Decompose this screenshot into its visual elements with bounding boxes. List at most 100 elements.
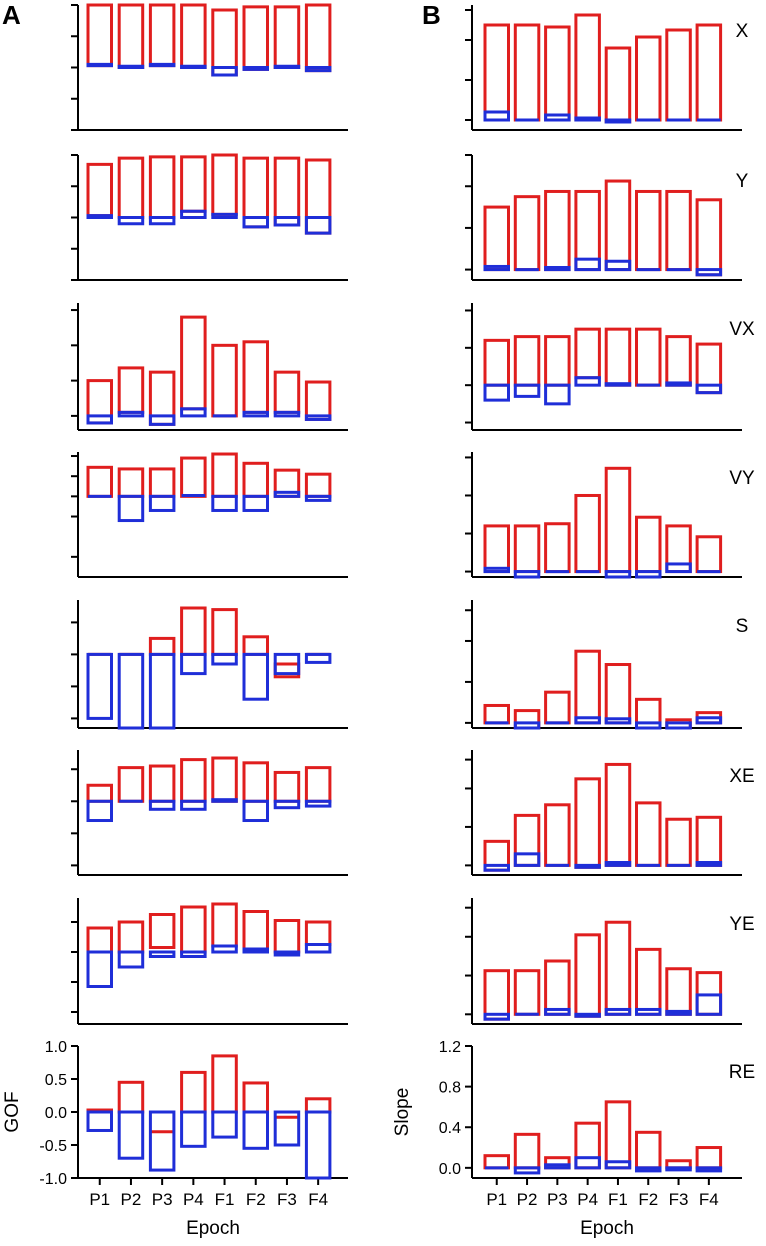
blue-bar (483, 1012, 510, 1021)
red-bar (604, 179, 632, 272)
blue-bar (544, 266, 571, 272)
subplot-b-x: X (465, 5, 749, 131)
x-tick-label: F2 (638, 1190, 658, 1209)
x-axis-title: Epoch (580, 1218, 634, 1239)
blue-bar (604, 861, 632, 867)
x-tick-label: F4 (699, 1190, 719, 1209)
subplot-b-re: 0.0 0.4 0.8 1.2 P1 P2 P3 P4 F1 F2 F3 F4 RE Slope Epoch (392, 1039, 755, 1239)
variable-label: XE (729, 766, 754, 787)
red-bar (242, 5, 269, 71)
subplot-a-y (71, 153, 348, 281)
blue-bar (513, 570, 541, 579)
blue-bar (273, 799, 301, 810)
blue-bar (273, 490, 301, 498)
blue-bar (273, 950, 301, 957)
blue-bar (211, 652, 238, 666)
subplot-b-y: Y (465, 154, 749, 281)
blue-bar (604, 1160, 632, 1170)
red-bar (180, 315, 207, 411)
blue-bar (304, 216, 332, 235)
blue-bar (180, 950, 207, 958)
x-tick-label: F3 (277, 1190, 297, 1209)
x-tick-label: P2 (517, 1190, 538, 1209)
subplot-a-xe (71, 750, 348, 876)
blue-bar (211, 494, 238, 512)
blue-bar (604, 717, 632, 725)
blue-bar (574, 257, 601, 272)
y-axis-title: Slope (392, 1088, 413, 1137)
blue-bar (665, 721, 692, 730)
x-tick-label: P3 (547, 1190, 568, 1209)
blue-bar (242, 410, 269, 418)
blue-bar (304, 66, 332, 73)
blue-bar (273, 216, 301, 227)
blue-bar (304, 1110, 332, 1180)
red-bar (544, 189, 571, 272)
red-bar (148, 764, 176, 803)
red-bar (273, 5, 301, 69)
red-bar (635, 801, 662, 867)
red-bar (574, 13, 601, 122)
red-bar (544, 335, 571, 387)
red-bar (544, 803, 571, 867)
blue-bar (695, 993, 723, 1016)
blue-bar (483, 264, 510, 272)
red-bar (635, 327, 662, 387)
x-tick-label: F1 (215, 1190, 235, 1209)
blue-bar (635, 570, 662, 579)
subplot-b-s: S (465, 600, 748, 730)
blue-bar (665, 381, 692, 387)
red-bar (544, 1156, 571, 1170)
red-bar (304, 1097, 332, 1114)
red-bar (483, 338, 510, 387)
red-bar (273, 370, 301, 414)
y-tick-label: 1.0 (45, 1039, 67, 1056)
red-bar (604, 466, 632, 574)
blue-bar (211, 1110, 238, 1139)
red-bar (180, 155, 207, 213)
blue-bar (86, 950, 113, 988)
red-bar (273, 919, 301, 954)
blue-bar (304, 494, 332, 502)
red-bar (544, 959, 571, 1016)
red-bar (513, 335, 541, 387)
blue-bar (86, 214, 113, 219)
red-bar (513, 195, 541, 272)
blue-bar (148, 216, 176, 226)
blue-bar (211, 944, 238, 954)
blue-bar (242, 799, 269, 823)
blue-bar (574, 863, 601, 869)
blue-bar (148, 799, 176, 811)
blue-bar (695, 268, 723, 277)
blue-bar (304, 799, 332, 808)
blue-bar (574, 116, 601, 122)
blue-bar (604, 1007, 632, 1016)
red-bar (86, 162, 113, 218)
blue-bar (148, 494, 176, 512)
blue-bar (86, 652, 113, 720)
blue-bar (513, 383, 541, 398)
x-tick-label: F1 (608, 1190, 628, 1209)
subplot-a-x (71, 3, 348, 131)
subplot-a-re: -1.0 -0.5 0.0 0.5 1.0 P1 P2 P3 P4 F1 F2 F3 F4 GOF Epoc… (2, 1039, 348, 1239)
red-bar (180, 905, 207, 954)
red-bar (513, 1132, 541, 1170)
x-axis-title: Epoch (186, 1218, 240, 1239)
x-tick-label: F4 (308, 1190, 328, 1209)
x-tick-label: F2 (246, 1190, 266, 1209)
red-bar (544, 25, 571, 122)
red-bar (574, 777, 601, 869)
blue-bar (148, 652, 176, 730)
red-bar (604, 1100, 632, 1170)
red-bar (635, 189, 662, 272)
red-bar (148, 155, 176, 219)
red-bar (483, 1154, 510, 1170)
blue-bar (574, 716, 601, 725)
red-bar (513, 23, 541, 122)
y-tick-label: -1.0 (39, 1171, 67, 1188)
red-bar (242, 340, 269, 414)
red-bar (635, 35, 662, 122)
blue-bar (695, 861, 723, 867)
red-bar (574, 649, 601, 725)
red-bar (180, 1070, 207, 1114)
